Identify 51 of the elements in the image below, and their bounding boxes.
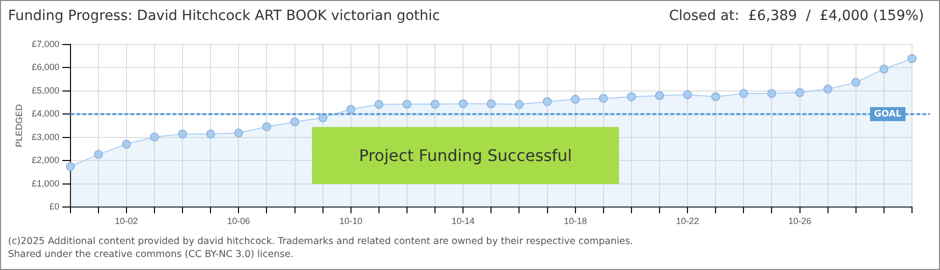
ref-line-label: GOAL	[874, 110, 902, 120]
y-tick-label: £5,000	[32, 85, 60, 96]
point	[402, 100, 412, 109]
point	[683, 90, 692, 100]
y-tick-label: £0	[49, 202, 60, 212]
point	[374, 100, 384, 109]
point	[542, 97, 552, 106]
point	[66, 162, 75, 171]
y-axis-title: PLEDGED	[14, 104, 24, 148]
point	[879, 64, 888, 74]
point	[290, 117, 300, 126]
point	[626, 92, 636, 102]
point	[178, 129, 188, 138]
point	[739, 88, 748, 98]
point	[767, 88, 776, 98]
point	[94, 150, 103, 159]
y-tick-label: £4,000	[32, 108, 60, 119]
point	[655, 91, 664, 100]
point	[598, 94, 608, 103]
x-tick-label: 10-18	[564, 216, 587, 226]
point	[514, 100, 524, 109]
point	[908, 54, 916, 64]
y-tick-label: £6,000	[32, 62, 60, 72]
x-tick-label: 10-10	[339, 216, 362, 226]
point	[458, 99, 468, 108]
point	[206, 129, 216, 138]
chart-title: Funding Progress: David Hitchcock ART BOOK victorian gothic	[8, 8, 440, 24]
y-tick-label: £2,000	[32, 155, 60, 166]
x-tick-label: 10-06	[227, 216, 250, 226]
point	[711, 92, 720, 102]
x-tick-label: 10-02	[114, 216, 138, 226]
point	[150, 132, 159, 142]
x-tick-label: 10-14	[452, 216, 475, 226]
point	[823, 84, 832, 94]
x-tick-label: 10-26	[788, 216, 812, 226]
point	[234, 128, 244, 138]
text: Shared under the creative commons (CC BY-NC 3.0) license.	[8, 249, 294, 260]
x-tick-label: 10-22	[676, 216, 700, 226]
y-tick-label: £7,000	[32, 38, 60, 49]
point	[262, 122, 272, 132]
text: (c)2025 Additional content provided by david hitchcock. Trademarks and related content are owned by their respective companies.	[8, 236, 634, 247]
point	[486, 99, 496, 108]
point	[430, 100, 440, 109]
y-tick-label: £3,000	[32, 132, 60, 142]
chart-subtitle: Closed at: £6,389 / £4,000 (159%)	[668, 8, 924, 24]
y-tick-label: £1,000	[32, 178, 60, 188]
point	[570, 94, 580, 104]
point	[795, 88, 804, 98]
point	[851, 78, 860, 87]
point	[122, 140, 131, 149]
point	[346, 104, 356, 114]
